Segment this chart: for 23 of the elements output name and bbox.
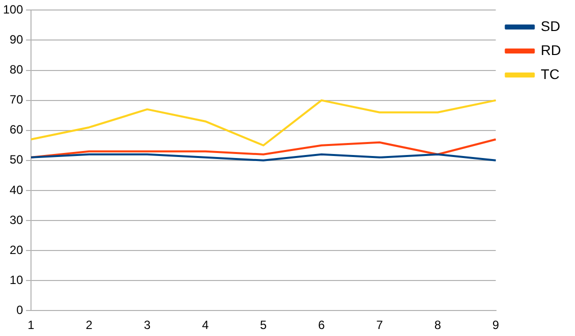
x-tick-label: 5 [260, 318, 268, 332]
x-tick-label: 6 [318, 318, 326, 332]
y-tick-label: 40 [10, 182, 24, 197]
x-tick-label: 2 [86, 318, 93, 332]
legend-label: RD [540, 42, 562, 58]
y-tick-label: 0 [16, 302, 24, 317]
x-tick-label: 8 [434, 318, 442, 332]
x-tick-label: 9 [492, 318, 500, 332]
legend-label: TC [540, 66, 560, 82]
y-tick-label: 100 [2, 2, 24, 17]
x-tick-label: 3 [144, 318, 151, 332]
y-tick-label: 60 [10, 122, 24, 137]
x-tick-label: 1 [28, 318, 35, 332]
y-tick-label: 90 [10, 32, 24, 47]
y-tick-label: 20 [10, 242, 24, 257]
x-tick-label: 4 [202, 318, 209, 332]
y-tick-label: 70 [10, 92, 24, 107]
x-tick-label: 7 [376, 318, 384, 332]
y-tick-label: 50 [10, 152, 24, 167]
legend-label: SD [540, 18, 560, 34]
y-tick-label: 10 [10, 272, 24, 287]
y-tick-label: 80 [10, 62, 24, 77]
y-tick-label: 30 [10, 212, 24, 227]
